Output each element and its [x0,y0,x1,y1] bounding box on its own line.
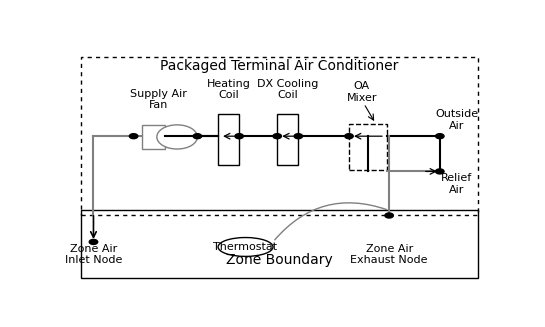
Text: DX Cooling
Coil: DX Cooling Coil [257,79,318,100]
Bar [277,113,298,165]
Text: Outside
Air: Outside Air [435,109,479,130]
Circle shape [435,134,444,139]
Circle shape [157,125,197,149]
Ellipse shape [218,237,273,256]
Circle shape [345,134,353,139]
Text: OA
Mixer: OA Mixer [347,81,377,103]
Text: Zone Air
Exhaust Node: Zone Air Exhaust Node [350,244,428,265]
Text: Zone Boundary: Zone Boundary [226,252,332,267]
Circle shape [235,134,244,139]
Text: Heating
Coil: Heating Coil [207,79,251,100]
Circle shape [273,134,281,139]
Bar [142,125,165,149]
Bar [81,57,478,215]
Bar [349,124,387,170]
Circle shape [294,134,302,139]
Circle shape [435,169,444,174]
Text: Relief
Air: Relief Air [441,173,473,195]
Circle shape [89,239,98,245]
Text: Packaged Terminal Air Conditioner: Packaged Terminal Air Conditioner [160,59,398,73]
Bar [81,211,478,279]
Circle shape [129,134,138,139]
Circle shape [193,134,202,139]
Text: Zone Air
Inlet Node: Zone Air Inlet Node [65,244,122,265]
Circle shape [385,213,393,218]
Text: Supply Air
Fan: Supply Air Fan [130,89,187,111]
Bar [218,113,239,165]
Text: Thermostat: Thermostat [214,242,277,252]
